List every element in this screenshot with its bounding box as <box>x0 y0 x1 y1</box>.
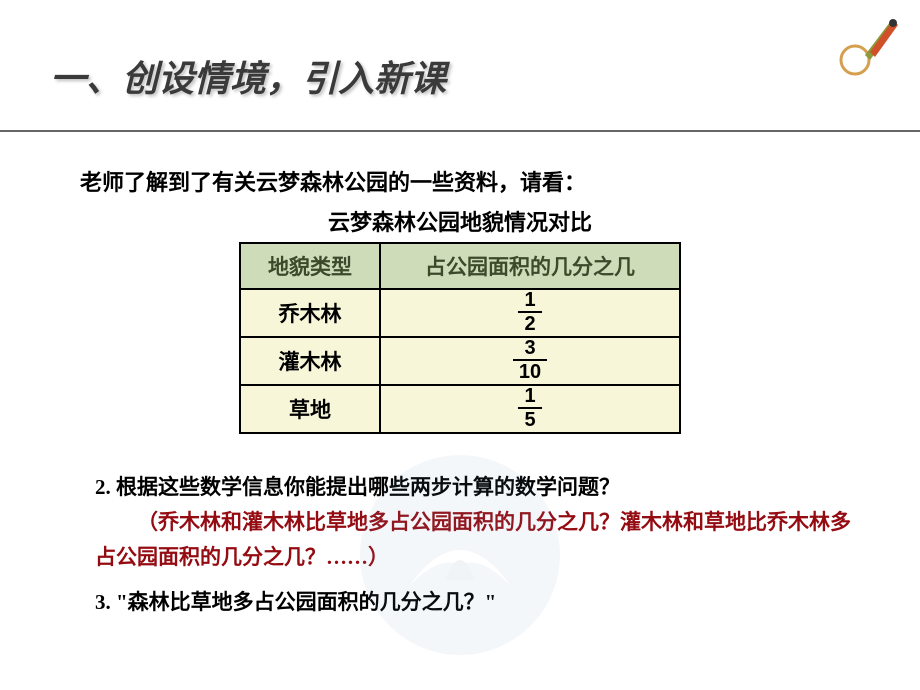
col-header-type: 地貌类型 <box>240 243 380 289</box>
numerator: 1 <box>518 290 541 313</box>
question-3: 3. "森林比草地多占公园面积的几分之几？" <box>95 585 855 620</box>
cell-type: 乔木林 <box>240 289 380 337</box>
cell-fraction: 1 2 <box>380 289 680 337</box>
fraction: 3 10 <box>513 338 547 382</box>
section-heading: 一、创设情境，引入新课 <box>50 50 446 102</box>
intro-text: 老师了解到了有关云梦森林公园的一些资料，请看： <box>80 165 586 197</box>
question-2-examples: （乔木林和灌木林比草地多占公园面积的几分之几？灌木林和草地比乔木林多占公园面积的… <box>95 505 855 574</box>
table-row: 灌木林 3 10 <box>240 337 680 385</box>
table-row: 草地 1 5 <box>240 385 680 433</box>
table-header-row: 地貌类型 占公园面积的几分之几 <box>240 243 680 289</box>
cell-fraction: 3 10 <box>380 337 680 385</box>
numerator: 1 <box>518 386 541 409</box>
denominator: 10 <box>513 361 547 382</box>
cell-type: 草地 <box>240 385 380 433</box>
cell-fraction: 1 5 <box>380 385 680 433</box>
denominator: 5 <box>518 409 541 430</box>
table-title: 云梦森林公园地貌情况对比 <box>0 205 920 237</box>
table-row: 乔木林 1 2 <box>240 289 680 337</box>
col-header-fraction: 占公园面积的几分之几 <box>380 243 680 289</box>
fraction: 1 5 <box>518 386 541 430</box>
fraction: 1 2 <box>518 290 541 334</box>
corner-decor-icon <box>835 10 905 80</box>
denominator: 2 <box>518 313 541 334</box>
terrain-table: 地貌类型 占公园面积的几分之几 乔木林 1 2 灌木林 3 10 草地 1 5 <box>239 242 681 434</box>
question-2: 2. 根据这些数学信息你能提出哪些两步计算的数学问题？ <box>95 470 855 505</box>
cell-type: 灌木林 <box>240 337 380 385</box>
numerator: 3 <box>513 338 547 361</box>
horizontal-rule <box>0 130 920 132</box>
